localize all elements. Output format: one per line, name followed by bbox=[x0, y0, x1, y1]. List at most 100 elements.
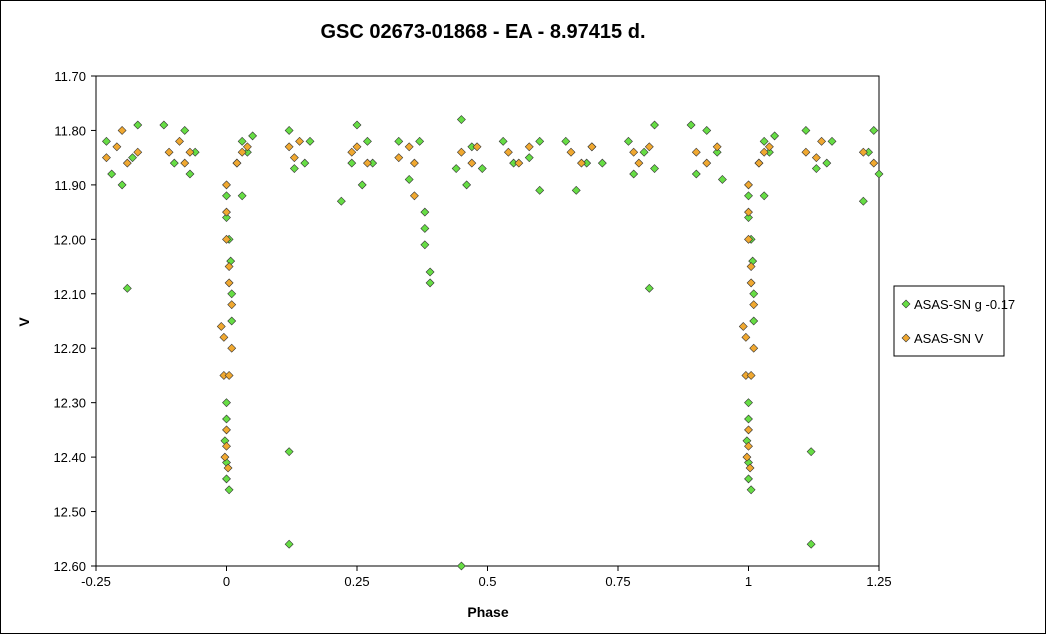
data-point bbox=[561, 136, 571, 146]
data-point bbox=[745, 463, 755, 473]
data-point bbox=[759, 191, 769, 201]
data-point bbox=[744, 474, 753, 484]
data-point bbox=[222, 414, 231, 424]
legend-label: ASAS-SN V bbox=[914, 331, 984, 346]
data-point bbox=[122, 158, 132, 168]
data-point bbox=[827, 136, 837, 146]
data-point bbox=[169, 158, 179, 168]
data-point bbox=[456, 561, 466, 571]
data-point bbox=[224, 278, 234, 288]
data-point bbox=[222, 213, 231, 222]
data-point bbox=[300, 158, 310, 168]
data-point bbox=[336, 196, 346, 206]
data-point bbox=[232, 158, 242, 168]
data-point bbox=[712, 142, 722, 152]
data-point bbox=[738, 322, 748, 331]
data-point bbox=[644, 142, 654, 152]
x-tick-label: 1.25 bbox=[866, 574, 891, 589]
data-point bbox=[746, 278, 756, 288]
data-point bbox=[477, 164, 487, 173]
data-point bbox=[597, 158, 607, 168]
data-point bbox=[806, 447, 816, 457]
series-1 bbox=[102, 126, 879, 473]
data-point bbox=[759, 147, 769, 157]
data-point bbox=[749, 343, 759, 353]
data-point bbox=[691, 169, 701, 179]
data-point bbox=[284, 447, 294, 457]
data-point bbox=[587, 142, 597, 152]
data-point bbox=[717, 175, 727, 184]
data-point bbox=[712, 147, 722, 157]
data-point bbox=[524, 153, 534, 163]
data-point bbox=[224, 371, 234, 380]
y-tick-label: 12.00 bbox=[53, 232, 86, 247]
data-point bbox=[219, 332, 229, 342]
legend-box bbox=[893, 285, 1005, 357]
data-point bbox=[117, 180, 127, 190]
data-point bbox=[180, 158, 190, 168]
data-point bbox=[644, 283, 654, 293]
data-point bbox=[702, 126, 712, 135]
data-point bbox=[744, 207, 753, 217]
y-tick-label: 11.70 bbox=[54, 69, 86, 84]
data-point bbox=[702, 158, 712, 168]
data-point bbox=[467, 158, 477, 168]
data-point bbox=[284, 539, 294, 549]
data-point bbox=[566, 147, 576, 157]
data-point bbox=[420, 240, 430, 250]
data-point bbox=[409, 158, 419, 168]
data-point bbox=[224, 485, 234, 495]
data-point bbox=[869, 158, 879, 168]
data-point bbox=[404, 175, 414, 184]
data-point bbox=[650, 164, 659, 173]
data-point bbox=[227, 300, 237, 310]
data-point bbox=[363, 158, 372, 168]
x-tick-label: 0.75 bbox=[605, 574, 630, 589]
data-point bbox=[744, 414, 753, 424]
data-point bbox=[691, 147, 701, 157]
data-point bbox=[744, 234, 753, 244]
data-point bbox=[185, 147, 195, 157]
data-point bbox=[133, 120, 143, 130]
plot-area bbox=[95, 75, 880, 567]
data-point bbox=[357, 180, 367, 190]
data-point bbox=[801, 126, 811, 135]
x-axis-title: Phase bbox=[467, 604, 508, 620]
data-point bbox=[222, 398, 231, 408]
data-point bbox=[858, 196, 868, 206]
data-point bbox=[749, 289, 759, 299]
legend: ASAS-SN g -0.17 ASAS-SN V bbox=[893, 285, 1015, 357]
data-point bbox=[237, 191, 247, 201]
data-point bbox=[242, 142, 252, 152]
legend-label: ASAS-SN g -0.17 bbox=[914, 297, 1015, 312]
x-axis: -0.25 0 0.25 0.5 0.75 1 1.25 bbox=[81, 566, 892, 589]
data-point bbox=[425, 267, 435, 277]
data-point bbox=[770, 131, 780, 141]
data-point bbox=[869, 126, 879, 135]
data-point bbox=[227, 289, 237, 299]
data-point bbox=[185, 169, 195, 179]
y-tick-label: 12.10 bbox=[53, 287, 86, 302]
data-point bbox=[744, 425, 753, 435]
data-point bbox=[394, 136, 404, 146]
data-point bbox=[227, 343, 237, 353]
x-tick-label: 0 bbox=[223, 574, 230, 589]
data-point bbox=[289, 164, 299, 173]
data-point bbox=[514, 158, 524, 168]
data-point bbox=[451, 164, 461, 173]
data-point bbox=[180, 126, 190, 135]
x-tick-label: 1 bbox=[745, 574, 752, 589]
data-point bbox=[227, 316, 237, 326]
data-point bbox=[164, 147, 174, 157]
data-point bbox=[404, 142, 414, 152]
data-point bbox=[749, 300, 759, 310]
data-point bbox=[822, 158, 832, 168]
data-point bbox=[811, 153, 821, 163]
data-point bbox=[284, 142, 294, 152]
data-point bbox=[159, 120, 169, 130]
data-point bbox=[175, 136, 184, 146]
data-point bbox=[223, 463, 233, 473]
data-point bbox=[409, 191, 419, 201]
data-point bbox=[503, 147, 513, 157]
